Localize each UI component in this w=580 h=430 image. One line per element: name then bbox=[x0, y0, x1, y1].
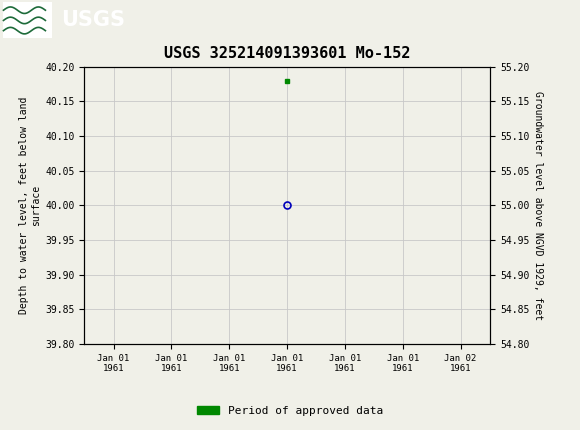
Y-axis label: Depth to water level, feet below land
surface: Depth to water level, feet below land su… bbox=[19, 97, 41, 314]
FancyBboxPatch shape bbox=[3, 3, 52, 38]
Text: USGS: USGS bbox=[61, 10, 125, 31]
Title: USGS 325214091393601 Mo-152: USGS 325214091393601 Mo-152 bbox=[164, 46, 410, 61]
Legend: Period of approved data: Period of approved data bbox=[193, 401, 387, 420]
Y-axis label: Groundwater level above NGVD 1929, feet: Groundwater level above NGVD 1929, feet bbox=[534, 91, 543, 320]
